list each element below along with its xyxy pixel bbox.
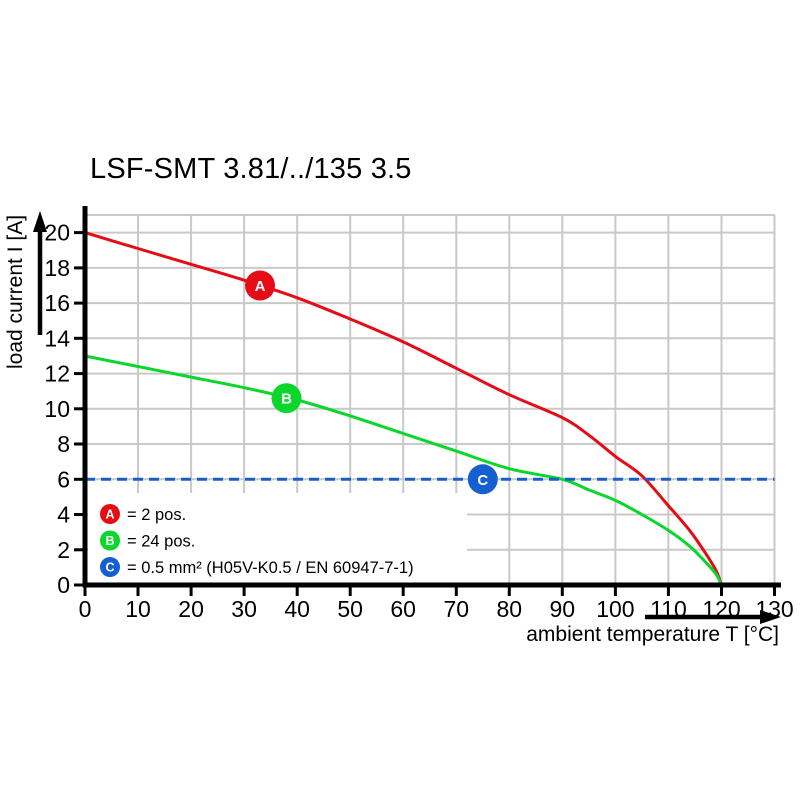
y-tick-label: 4 xyxy=(57,502,70,528)
x-tick-label: 0 xyxy=(79,596,92,622)
y-tick-label: 8 xyxy=(57,431,70,457)
marker-b-badge xyxy=(271,383,302,414)
x-axis-label: ambient temperature T [°C] xyxy=(526,623,779,646)
legend-c-letter: C xyxy=(105,561,114,575)
x-tick-label: 80 xyxy=(497,596,523,622)
y-axis-title-group: load current I [A] xyxy=(4,211,47,369)
x-tick-label: 50 xyxy=(337,596,363,622)
y-tick-label: 10 xyxy=(44,396,70,422)
y-axis-arrow-icon xyxy=(33,211,47,335)
legend-b-text: = 24 pos. xyxy=(127,533,195,551)
legend-a-text: = 2 pos. xyxy=(127,506,186,524)
y-tick-label: 6 xyxy=(57,466,70,492)
y-axis-label: load current I [A] xyxy=(4,215,27,369)
x-tick-label: 10 xyxy=(125,596,151,622)
y-tick-label: 14 xyxy=(44,325,70,351)
y-tick-label: 12 xyxy=(44,361,70,387)
plot-area: 0 10 20 30 40 50 60 70 80 90 100 110 120 130024681012… xyxy=(44,206,794,622)
marker-c-badge xyxy=(467,464,498,495)
x-tick-label: 40 xyxy=(284,596,310,622)
legend-b-letter: B xyxy=(105,534,114,548)
x-tick-label: 90 xyxy=(550,596,576,622)
series-a-curve xyxy=(84,231,723,586)
marker-a-letter: A xyxy=(255,278,266,295)
y-tick-label: 18 xyxy=(44,255,70,281)
chart-title: LSF-SMT 3.81/../135 3.5 xyxy=(90,153,412,185)
legend-c-badge xyxy=(100,557,120,577)
legend-c-text: = 0.5 mm² (H05V-K0.5 / EN 60947-7-1) xyxy=(127,559,414,577)
marker-c-letter: C xyxy=(477,472,488,489)
legend-a-badge xyxy=(100,504,120,524)
x-tick-label: 30 xyxy=(231,596,257,622)
x-axis-title-group: ambient temperature T [°C] xyxy=(526,610,781,646)
x-axis-arrow-icon xyxy=(645,610,781,624)
x-tick-label: 70 xyxy=(444,596,470,622)
series-b-curve xyxy=(84,354,723,586)
x-tick-label: 20 xyxy=(178,596,204,622)
y-tick-label: 2 xyxy=(57,537,70,563)
y-tick-label: 0 xyxy=(57,572,70,598)
y-tick-label: 16 xyxy=(44,290,70,316)
y-tick-label: 20 xyxy=(44,220,70,246)
marker-b-letter: B xyxy=(281,391,292,408)
x-tick-label: 100 xyxy=(596,596,634,622)
legend-background xyxy=(88,493,467,583)
legend-a-letter: A xyxy=(105,508,114,522)
legend-b-badge xyxy=(100,530,120,551)
marker-a-badge xyxy=(245,270,275,301)
x-tick-label: 60 xyxy=(390,596,416,622)
